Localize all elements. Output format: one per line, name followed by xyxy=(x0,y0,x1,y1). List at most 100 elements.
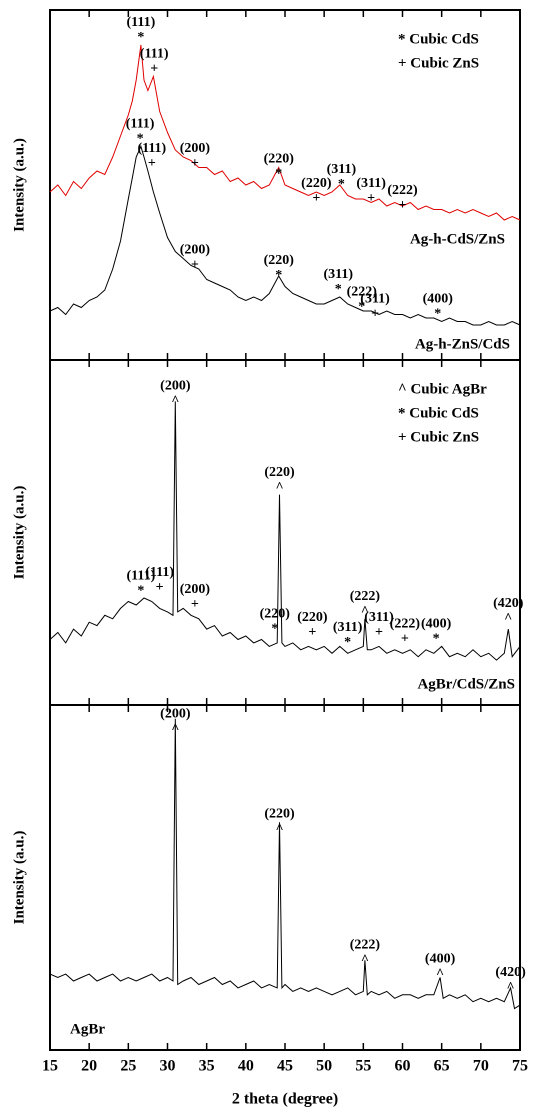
peak-label: (400) xyxy=(421,617,452,632)
peak-marker: * xyxy=(275,167,282,182)
x-tick-label: 50 xyxy=(316,1058,332,1075)
series-label: Ag-h-ZnS/CdS xyxy=(415,336,510,352)
peak-label: (400) xyxy=(423,292,454,307)
series-line xyxy=(49,44,521,221)
legend-entry: * Cubic CdS xyxy=(398,405,479,421)
legend-entry: ^ Cubic AgBr xyxy=(398,381,487,397)
peak-marker: * xyxy=(271,621,278,636)
peak-marker: ^ xyxy=(504,611,512,626)
peak-label: (200) xyxy=(160,379,191,394)
peak-label: (420) xyxy=(495,965,526,980)
x-tick-label: 40 xyxy=(238,1058,254,1075)
peak-marker: + xyxy=(401,632,409,647)
peak-marker: * xyxy=(358,300,365,315)
series-line xyxy=(49,145,521,326)
peak-label: (111) xyxy=(126,568,155,583)
peak-label: (220) xyxy=(264,253,295,268)
x-tick-label: 70 xyxy=(473,1058,489,1075)
peak-marker: + xyxy=(191,258,199,273)
peak-marker: * xyxy=(344,635,351,650)
legend-entry: * Cubic CdS xyxy=(398,31,479,47)
peak-marker: ^ xyxy=(361,953,369,968)
peak-marker: * xyxy=(434,307,441,322)
peak-marker: * xyxy=(433,632,440,647)
peak-label: (111) xyxy=(137,141,166,156)
x-tick-label: 55 xyxy=(355,1058,371,1075)
peak-label: (311) xyxy=(356,176,386,191)
x-tick-label: 20 xyxy=(81,1058,97,1075)
series-label: Ag-h-CdS/ZnS xyxy=(410,231,505,247)
x-tick-label: 15 xyxy=(42,1058,58,1075)
peak-label: (311) xyxy=(323,267,353,282)
series-label: AgBr xyxy=(70,1021,105,1037)
peak-marker: ^ xyxy=(436,966,444,981)
peak-marker: + xyxy=(150,62,158,77)
peak-marker: + xyxy=(148,156,156,171)
x-tick-label: 75 xyxy=(512,1058,528,1075)
peak-marker: + xyxy=(156,580,164,595)
peak-label: (311) xyxy=(364,610,394,625)
peak-label: (200) xyxy=(160,706,191,721)
peak-marker: ^ xyxy=(275,480,283,495)
peak-marker: * xyxy=(137,583,144,598)
peak-label: (220) xyxy=(260,606,291,621)
x-tick-label: 25 xyxy=(120,1058,136,1075)
peak-marker: ^ xyxy=(361,604,369,619)
peak-label: (220) xyxy=(297,610,328,625)
peak-label: (220) xyxy=(264,465,295,480)
peak-marker: + xyxy=(399,198,407,213)
peak-marker: ^ xyxy=(171,721,179,736)
peak-label: (200) xyxy=(180,243,211,258)
peak-label: (220) xyxy=(264,806,295,821)
peak-label: (222) xyxy=(347,285,378,300)
peak-marker: + xyxy=(308,625,316,640)
series-label: AgBr/CdS/ZnS xyxy=(417,676,515,692)
legend-entry: + Cubic ZnS xyxy=(398,429,479,445)
peak-label: (222) xyxy=(350,938,381,953)
y-axis-label: Intensity (a.u.) xyxy=(11,486,27,580)
peak-label: (222) xyxy=(350,589,381,604)
peak-label: (111) xyxy=(126,15,155,30)
x-tick-label: 30 xyxy=(160,1058,176,1075)
peak-marker: * xyxy=(137,132,144,147)
peak-marker: + xyxy=(375,625,383,640)
peak-marker: + xyxy=(191,597,199,612)
peak-label: (111) xyxy=(140,47,169,62)
x-tick-label: 60 xyxy=(395,1058,411,1075)
peak-label: (222) xyxy=(387,183,418,198)
peak-label: (220) xyxy=(301,176,332,191)
peak-marker: + xyxy=(371,307,379,322)
peak-label: (420) xyxy=(493,596,524,611)
peak-marker: * xyxy=(335,282,342,297)
peak-marker: * xyxy=(338,177,345,192)
y-axis-label: Intensity (a.u.) xyxy=(11,138,27,232)
peak-marker: * xyxy=(275,268,282,283)
x-tick-label: 35 xyxy=(199,1058,215,1075)
peak-marker: ^ xyxy=(507,980,515,995)
peak-marker: ^ xyxy=(171,394,179,409)
series-line xyxy=(49,401,521,661)
peak-label: (400) xyxy=(425,951,456,966)
peak-label: (220) xyxy=(264,152,295,167)
peak-marker: ^ xyxy=(275,821,283,836)
peak-marker: + xyxy=(191,156,199,171)
legend-entry: + Cubic ZnS xyxy=(398,55,479,71)
peak-label: (200) xyxy=(180,582,211,597)
peak-label: (111) xyxy=(145,565,174,580)
peak-label: (200) xyxy=(180,141,211,156)
peak-label: (311) xyxy=(327,162,357,177)
peak-label: (111) xyxy=(126,117,155,132)
plot-frame xyxy=(49,704,521,1051)
x-tick-label: 65 xyxy=(434,1058,450,1075)
peak-label: (311) xyxy=(333,620,363,635)
peak-marker: + xyxy=(312,191,320,206)
peak-marker: * xyxy=(137,30,144,45)
series-line xyxy=(49,718,521,1010)
y-axis-label: Intensity (a.u.) xyxy=(11,831,27,925)
peak-label: (222) xyxy=(390,617,421,632)
x-tick-label: 45 xyxy=(277,1058,293,1075)
x-axis-label: 2 theta (degree) xyxy=(232,1091,338,1108)
peak-marker: + xyxy=(367,191,375,206)
peak-label: (311) xyxy=(360,292,390,307)
